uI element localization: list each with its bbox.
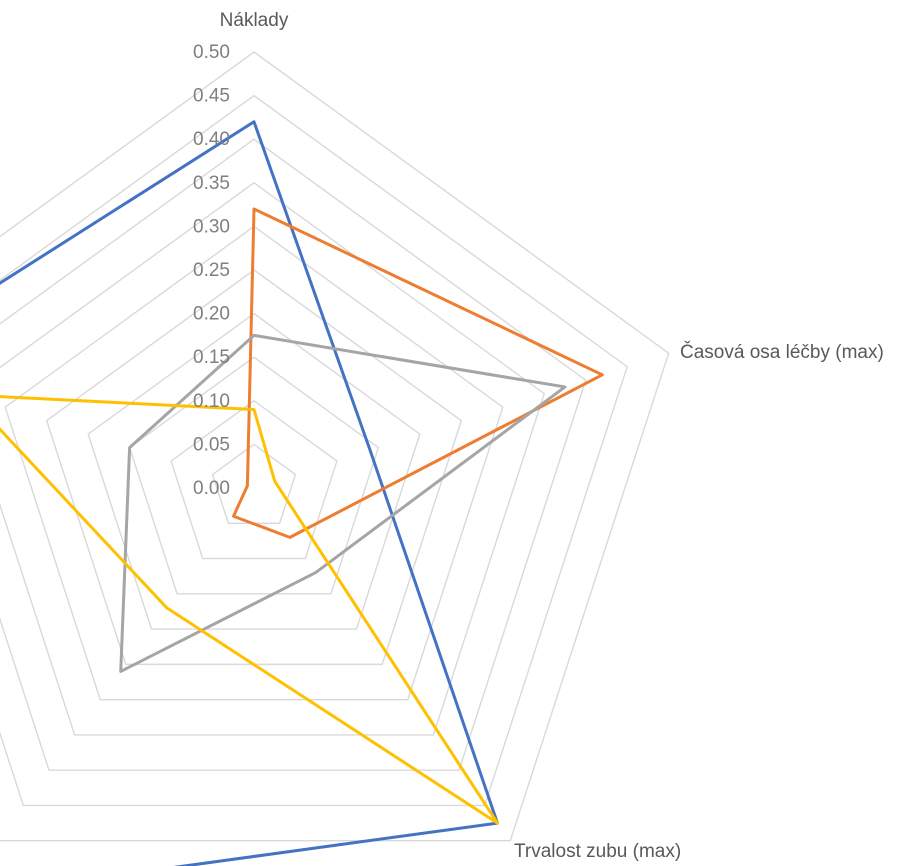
grid-ring <box>0 181 546 736</box>
grid-ring <box>170 399 338 560</box>
category-label-naklady: Náklady <box>220 10 289 31</box>
tick-label: 0.10 <box>193 391 230 412</box>
grid-ring <box>128 356 380 595</box>
grid-ring <box>87 312 421 630</box>
series-line-2 <box>231 207 604 539</box>
series-layer <box>0 120 604 866</box>
series-line-1 <box>0 120 499 866</box>
category-label-casova-osa: Časová osa léčby (max) <box>680 341 884 363</box>
tick-label: 0.50 <box>193 42 230 63</box>
series-line-4 <box>0 395 499 825</box>
series-line-3 <box>119 333 567 673</box>
tick-label: 0.25 <box>193 260 230 281</box>
category-label-trvalost-zubu: Trvalost zubu (max) <box>514 841 681 862</box>
category-labels: Náklady Časová osa léčby (max) Trvalost … <box>220 10 884 862</box>
tick-label: 0.15 <box>193 347 230 368</box>
tick-label: 0.05 <box>193 434 230 455</box>
tick-label: 0.20 <box>193 304 230 325</box>
tick-label: 0.45 <box>193 86 230 107</box>
tick-label: 0.35 <box>193 173 230 194</box>
grid-rings <box>0 51 670 842</box>
tick-label: 0.40 <box>193 129 230 150</box>
grid-ring <box>0 94 629 807</box>
grid-ring <box>4 225 504 701</box>
grid-ring <box>0 51 670 842</box>
tick-label: 0.00 <box>193 478 230 499</box>
radial-tick-labels: 0.00 0.05 0.10 0.15 0.20 0.25 0.30 0.35 0.40 0.45… <box>193 42 230 499</box>
tick-label: 0.30 <box>193 216 230 237</box>
